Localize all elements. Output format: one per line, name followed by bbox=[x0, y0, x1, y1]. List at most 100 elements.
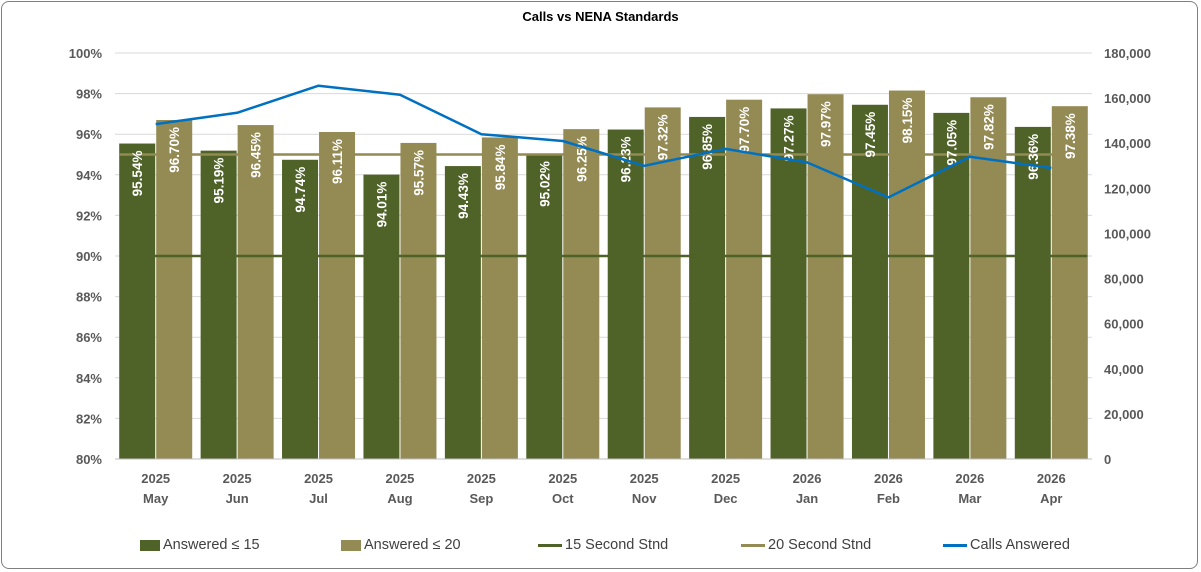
data-label-answered-20: 96.70% bbox=[167, 127, 182, 173]
line-calls-answered bbox=[155, 84, 1052, 199]
data-label-answered-20: 97.70% bbox=[737, 107, 752, 153]
bar-answered-20 bbox=[563, 129, 600, 459]
bar-answered-20 bbox=[726, 99, 763, 459]
data-label-answered-20: 95.57% bbox=[411, 150, 426, 196]
data-label-answered-15: 97.45% bbox=[863, 112, 878, 158]
legend-item-15-second-stnd: 15 Second Stnd bbox=[538, 537, 668, 553]
bar-answered-15 bbox=[689, 116, 726, 459]
data-label-answered-20: 97.97% bbox=[819, 101, 834, 147]
y-left-tick-label: 90% bbox=[76, 249, 102, 264]
bar-answered-20 bbox=[807, 94, 844, 460]
y-left-tick-label: 96% bbox=[76, 127, 102, 142]
legend-swatch bbox=[341, 539, 361, 551]
x-tick-label-year: 2025 bbox=[223, 471, 252, 486]
legend-swatch bbox=[538, 543, 562, 547]
data-label-answered-20: 96.11% bbox=[330, 139, 345, 184]
x-tick-label-year: 2025 bbox=[385, 471, 414, 486]
x-tick-label-year: 2025 bbox=[548, 471, 577, 486]
bar-answered-20 bbox=[319, 131, 356, 460]
bar-answered-15 bbox=[444, 166, 481, 460]
x-tick-label-month: Feb bbox=[877, 491, 900, 506]
bar-answered-15 bbox=[526, 154, 563, 459]
data-label-answered-20: 97.32% bbox=[656, 114, 671, 160]
chart-plot: 80% 82% 84% 86% 88% 90% 92% 94% 96% 98% 100% 0 20,00… bbox=[69, 46, 1151, 506]
x-tick-label-month: Mar bbox=[958, 491, 981, 506]
y-left-tick-label: 84% bbox=[76, 371, 102, 386]
bar-answered-15 bbox=[851, 104, 888, 459]
y-left-tick-label: 88% bbox=[76, 290, 102, 305]
legend-item-answered-15: Answered ≤ 15 bbox=[140, 537, 260, 553]
x-tick-label-year: 2026 bbox=[955, 471, 984, 486]
y-left-tick-label: 92% bbox=[76, 208, 102, 223]
x-tick-label-year: 2025 bbox=[467, 471, 496, 486]
data-label-answered-15: 94.74% bbox=[293, 167, 308, 213]
x-tick-label-year: 2026 bbox=[874, 471, 903, 486]
bar-answered-20 bbox=[237, 125, 274, 459]
data-label-answered-20: 97.38% bbox=[1063, 113, 1078, 159]
y-right-tick-label: 60,000 bbox=[1104, 317, 1144, 332]
bar-answered-20 bbox=[970, 97, 1007, 459]
x-tick-label-month: Dec bbox=[714, 491, 738, 506]
y-right-tick-label: 20,000 bbox=[1104, 407, 1144, 422]
data-label-answered-15: 95.54% bbox=[130, 151, 145, 197]
bar-answered-20 bbox=[156, 119, 193, 460]
y-left-tick-label: 80% bbox=[76, 452, 102, 467]
legend-label: Answered ≤ 15 bbox=[163, 537, 260, 553]
bar-answered-15 bbox=[607, 129, 644, 459]
x-tick-label-month: Apr bbox=[1040, 491, 1062, 506]
data-label-answered-20: 96.25% bbox=[574, 136, 589, 182]
data-label-answered-20: 95.84% bbox=[493, 144, 508, 190]
legend-swatch bbox=[943, 543, 967, 547]
bar-answered-20 bbox=[481, 137, 518, 459]
y-left-tick-label: 100% bbox=[69, 46, 103, 61]
data-label-answered-15: 97.05% bbox=[944, 120, 959, 166]
bar-answered-15 bbox=[119, 143, 156, 459]
bar-answered-15 bbox=[282, 159, 319, 459]
y-right-tick-label: 40,000 bbox=[1104, 362, 1144, 377]
x-tick-label-month: Jul bbox=[309, 491, 328, 506]
y-right-tick-label: 0 bbox=[1104, 452, 1111, 467]
data-label-answered-15: 97.27% bbox=[782, 115, 797, 161]
y-left-tick-label: 86% bbox=[76, 330, 102, 345]
y-left-tick-label: 82% bbox=[76, 411, 102, 426]
data-label-answered-20: 96.45% bbox=[249, 132, 264, 178]
bar-answered-15 bbox=[363, 174, 400, 460]
legend-swatch bbox=[140, 539, 160, 551]
x-tick-label-month: Jan bbox=[796, 491, 818, 506]
data-label-answered-15: 95.19% bbox=[212, 158, 227, 204]
y-right-tick-label: 180,000 bbox=[1104, 46, 1151, 61]
x-tick-label-year: 2025 bbox=[304, 471, 333, 486]
legend-label: 20 Second Stnd bbox=[768, 537, 872, 553]
bar-answered-20 bbox=[400, 142, 437, 459]
data-label-answered-20: 98.15% bbox=[900, 98, 915, 144]
y-right-tick-label: 80,000 bbox=[1104, 272, 1144, 287]
legend-item-answered-20: Answered ≤ 20 bbox=[341, 537, 461, 553]
legend-swatch bbox=[741, 543, 765, 547]
x-tick-label-year: 2025 bbox=[630, 471, 659, 486]
bar-answered-20 bbox=[888, 90, 925, 460]
x-tick-label-year: 2026 bbox=[793, 471, 822, 486]
legend-label: Answered ≤ 20 bbox=[364, 537, 461, 553]
bar-answered-15 bbox=[200, 150, 237, 459]
x-tick-label-year: 2025 bbox=[711, 471, 740, 486]
x-tick-label-month: Nov bbox=[632, 491, 657, 506]
data-label-answered-15: 94.01% bbox=[374, 182, 389, 228]
x-tick-label-month: Jun bbox=[226, 491, 249, 506]
bar-answered-15 bbox=[933, 112, 970, 459]
data-label-answered-15: 96.85% bbox=[700, 124, 715, 170]
bar-answered-20 bbox=[644, 107, 681, 460]
legend-item-20-second-stnd: 20 Second Stnd bbox=[741, 537, 871, 553]
y-right-tick-label: 160,000 bbox=[1104, 91, 1151, 106]
y-right-tick-label: 100,000 bbox=[1104, 226, 1151, 241]
bar-answered-15 bbox=[770, 108, 807, 459]
y-right-tick-label: 120,000 bbox=[1104, 181, 1151, 196]
chart-legend: Answered ≤ 15 Answered ≤ 20 15 Second St… bbox=[0, 537, 1201, 559]
data-label-answered-15: 96.36% bbox=[1026, 134, 1041, 180]
data-label-answered-15: 95.02% bbox=[537, 161, 552, 207]
x-tick-label-month: May bbox=[143, 491, 169, 506]
x-tick-label-month: Sep bbox=[469, 491, 493, 506]
y-left-tick-label: 94% bbox=[76, 168, 102, 183]
x-tick-label-month: Aug bbox=[387, 491, 412, 506]
legend-item-calls-answered: Calls Answered bbox=[943, 537, 1070, 553]
y-right-tick-label: 140,000 bbox=[1104, 136, 1151, 151]
